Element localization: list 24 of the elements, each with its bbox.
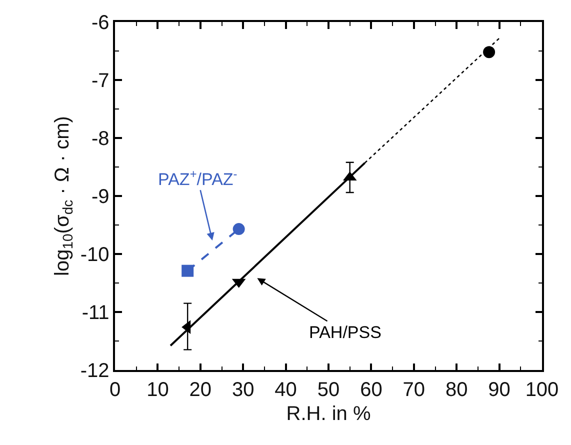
annotation: PAH/PSS [309, 323, 382, 342]
point [483, 46, 496, 58]
point [232, 223, 245, 236]
x-tick-label: 0 [109, 378, 121, 401]
x-tick-label: 10 [146, 378, 169, 401]
point [182, 264, 194, 277]
x-tick-label: 30 [232, 378, 254, 401]
x-tick-label: 80 [445, 378, 468, 401]
x-axis-title: R.H. in % [286, 402, 371, 425]
x-tick-label: 70 [402, 378, 426, 401]
x-tick-label: 60 [360, 378, 382, 401]
y-tick-label: -6 [91, 12, 110, 34]
x-tick-label: 40 [274, 378, 297, 401]
x-tick-label: 20 [189, 378, 212, 401]
y-tick-label: -7 [91, 70, 110, 92]
y-tick-label: -9 [91, 186, 110, 208]
x-tick-label: 50 [317, 378, 340, 401]
x-tick-label: 100 [525, 378, 559, 401]
y-tick-label: -8 [91, 128, 110, 150]
y-tick-label: -10 [80, 244, 110, 266]
x-tick-label: 90 [488, 378, 510, 401]
y-tick-label: -12 [80, 360, 110, 382]
y-tick-label: -11 [82, 302, 110, 324]
annotation: PAZ$^{+}$/PAZ$^{-}$ [158, 167, 238, 190]
